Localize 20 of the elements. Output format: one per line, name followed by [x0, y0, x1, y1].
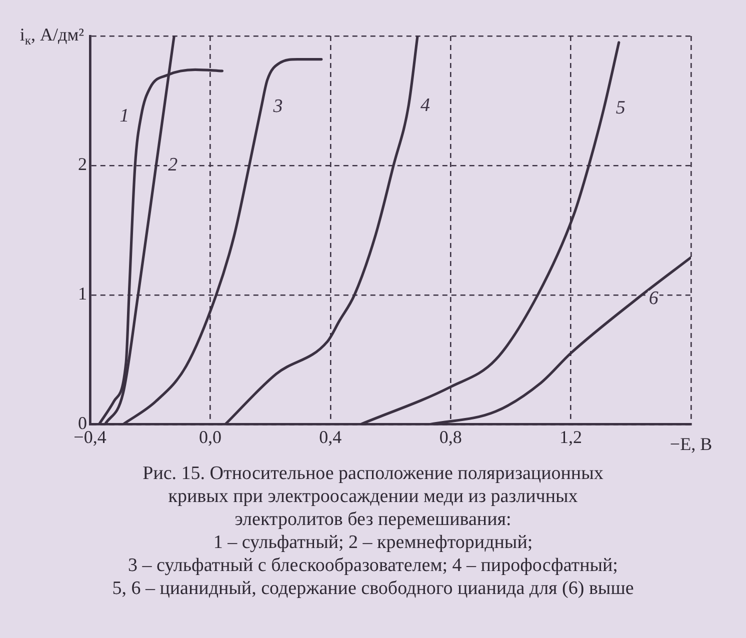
text: кривых при электроосаждении меди из различных — [167, 485, 579, 508]
y-tick-label: 1 — [78, 284, 87, 304]
series-label: 3 — [272, 96, 283, 118]
text: 3 – сульфатный с блескообразователем; 4 – пирофосфатный; — [127, 554, 619, 577]
series-label: 6 — [648, 288, 659, 309]
y-tick-label: 2 — [78, 154, 87, 174]
x-axis-title: −E, В — [670, 434, 712, 454]
text: электролитов без перемешивания: — [234, 508, 512, 531]
y-tick-label: 0 — [78, 413, 87, 434]
x-tick-label: 0,8 — [439, 426, 462, 447]
text: 5, 6 – цианидный, содержание свободного цианида для (6) выше — [111, 577, 635, 600]
x-tick-label: 0,0 — [198, 426, 222, 447]
series-label: 5 — [616, 98, 626, 118]
x-tick-label: 1,2 — [560, 426, 582, 447]
series-label: 4 — [420, 94, 431, 116]
text: Рис. 15. Относительное расположение поляризационных — [142, 462, 604, 485]
x-tick-label: 0,4 — [319, 426, 342, 447]
series-label: 2 — [168, 154, 178, 176]
text: 1 – сульфатный; 2 – кремнефторидный; — [212, 531, 534, 554]
series-label: 1 — [120, 105, 130, 126]
